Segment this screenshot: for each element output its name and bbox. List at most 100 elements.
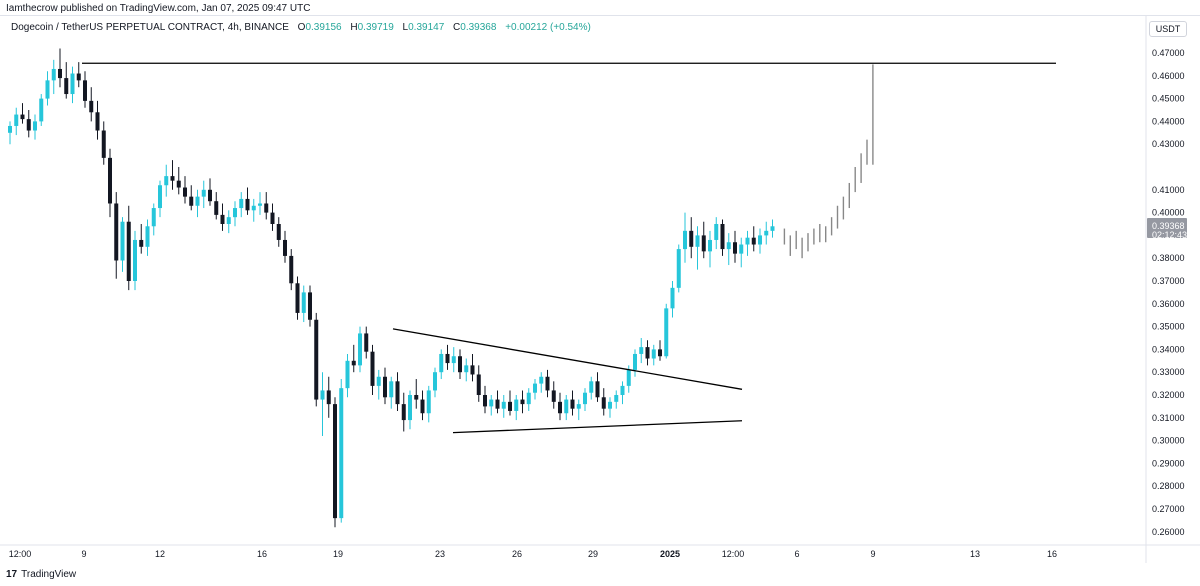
candle-body (120, 221, 125, 261)
candle-body (20, 114, 25, 120)
candle-body (233, 208, 237, 218)
candle-body (276, 224, 281, 240)
candle-body (164, 176, 169, 186)
x-tick-label: 6 (794, 549, 799, 559)
candle-body (26, 119, 31, 131)
candle-body (308, 292, 312, 320)
candle-body (483, 395, 487, 407)
low-label: L (402, 22, 409, 33)
candle-body (470, 365, 475, 375)
candle-body (158, 185, 162, 209)
footer-brand: TradingView (21, 569, 77, 580)
candle-body (564, 399, 569, 414)
candle-body (626, 369, 631, 386)
candle-body (283, 239, 287, 256)
candle-body (339, 388, 344, 519)
time-axis: 12:00 9 12 16 19 23 26 29 2025 12:00 6 9 13 16 (9, 549, 1057, 559)
candle-body (170, 176, 175, 181)
candle-body (526, 392, 531, 405)
candle-body (458, 356, 462, 373)
published-caption: Iamthecrow published on TradingView.com,… (6, 3, 311, 14)
projection-series (783, 64, 874, 259)
candle-body (139, 239, 144, 247)
close-label: C (453, 22, 461, 33)
x-tick-label: 19 (333, 549, 343, 559)
candle-body (558, 401, 562, 414)
candle-body (533, 383, 537, 393)
x-tick-label: 9 (870, 549, 875, 559)
candle-body (358, 333, 362, 366)
candle-body (314, 319, 319, 400)
candle-body (726, 242, 731, 250)
candle-body (64, 78, 69, 95)
candle-body (695, 235, 700, 247)
candle-body (345, 360, 350, 389)
candle-body (770, 226, 775, 231)
high-value: 0.39719 (357, 22, 394, 33)
candle-body (289, 255, 294, 284)
candle-body (264, 203, 269, 213)
candle-body (320, 390, 325, 400)
price-axis: 0.47000 0.46000 0.45000 0.44000 0.43000 0.410… (1152, 48, 1185, 537)
y-tick-label: 0.44000 (1152, 116, 1185, 126)
candle-body (258, 203, 262, 206)
y-tick-label: 0.35000 (1152, 322, 1185, 332)
symbol-legend: Dogecoin / TetherUS PERPETUAL CONTRACT, … (11, 22, 591, 33)
candle-body (195, 196, 200, 206)
candle-body (495, 399, 500, 409)
candle-body (270, 212, 275, 224)
candle-body (176, 180, 181, 188)
candle-body (658, 349, 662, 357)
y-tick-label: 0.45000 (1152, 94, 1185, 104)
candle-body (89, 100, 94, 113)
candle-body (714, 224, 719, 240)
triangle-lower-line[interactable] (452, 420, 743, 434)
candle-body (351, 360, 356, 366)
last-price-label: 0.39368 02:12:43 (1147, 218, 1187, 240)
candle-body (614, 395, 619, 402)
triangle-upper-line[interactable] (392, 328, 743, 390)
candle-body (701, 235, 706, 252)
candle-body (576, 404, 581, 409)
y-tick-label: 0.30000 (1152, 436, 1185, 446)
candle-body (51, 68, 56, 81)
x-tick-label: 16 (1047, 549, 1057, 559)
candle-body (683, 230, 687, 250)
countdown-value: 02:12:43 (1152, 230, 1187, 240)
x-tick-label: 2025 (660, 549, 680, 559)
candle-body (364, 333, 369, 352)
y-tick-label: 0.47000 (1152, 48, 1185, 58)
candle-body (433, 372, 437, 391)
candle-body (595, 381, 600, 398)
candle-body (489, 399, 494, 407)
candle-body (214, 201, 219, 215)
candle-body (720, 224, 725, 250)
candle-body (76, 73, 81, 81)
candle-body (239, 198, 244, 209)
y-tick-label: 0.38000 (1152, 253, 1185, 263)
candle-body (101, 130, 106, 158)
candle-body (58, 68, 62, 79)
chart-frame (0, 15, 1200, 564)
candle-body (620, 385, 625, 395)
open-value: 0.39156 (305, 22, 342, 33)
candle-body (445, 353, 450, 364)
candle-body (633, 353, 637, 370)
candle-body (389, 381, 394, 398)
candles-series (8, 48, 775, 528)
y-tick-label: 0.36000 (1152, 299, 1185, 309)
candle-body (639, 347, 644, 354)
candle-body (670, 287, 675, 309)
candle-body (151, 208, 156, 227)
candle-body (14, 114, 19, 126)
y-tick-label: 0.37000 (1152, 276, 1185, 286)
candle-body (401, 404, 406, 421)
candle-body (739, 244, 744, 254)
y-tick-label: 0.28000 (1152, 481, 1185, 491)
candle-body (745, 237, 750, 245)
currency-button[interactable]: USDT (1149, 21, 1187, 37)
x-tick-label: 9 (81, 549, 86, 559)
y-tick-label: 0.43000 (1152, 139, 1185, 149)
candle-body (133, 239, 137, 281)
